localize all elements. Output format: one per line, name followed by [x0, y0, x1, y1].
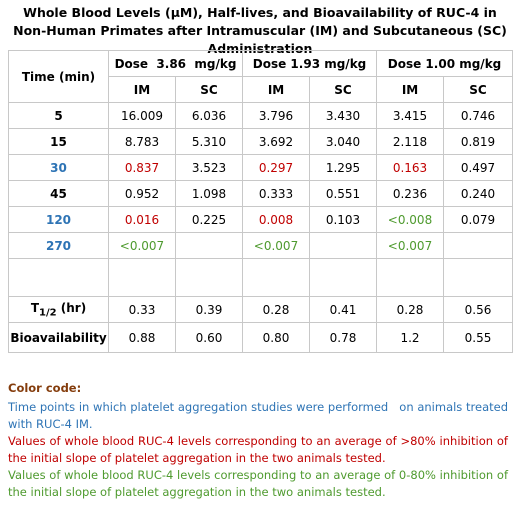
legend: Color code: Time points in which platele… [8, 380, 508, 501]
header-cell: IM [376, 76, 445, 103]
cell: 0.33 [108, 296, 176, 323]
cell: 1.295 [309, 154, 378, 181]
header-cell: SC [174, 76, 244, 103]
cell [174, 258, 244, 297]
cell: 0.016 [108, 206, 176, 233]
row-label: 5 [8, 102, 109, 129]
cell: 3.796 [242, 102, 311, 129]
cell [242, 258, 311, 297]
cell: 0.079 [443, 206, 514, 233]
row-label: 270 [8, 232, 109, 259]
cell: 0.39 [174, 296, 244, 323]
data-row: 5 16.009 6.036 3.796 3.430 3.415 0.746 [8, 102, 514, 129]
header-cell: IM [242, 76, 311, 103]
cell: 0.008 [242, 206, 311, 233]
cell: 3.523 [174, 154, 244, 181]
cell: 0.60 [174, 322, 244, 353]
cell: 1.098 [174, 180, 244, 207]
cell: 0.297 [242, 154, 311, 181]
header-cell: Time (min) [8, 50, 109, 103]
data-row: 120 0.016 0.225 0.008 0.103 <0.008 0.079 [8, 206, 514, 233]
cell: 0.88 [108, 322, 176, 353]
cell: 1.2 [376, 322, 445, 353]
header-cell: Dose 3.86 mg/kg [107, 50, 244, 77]
legend-item: Values of whole blood RUC-4 levels corre… [8, 434, 512, 465]
cell: <0.007 [376, 232, 445, 259]
data-row: T1/2 (hr) 0.33 0.39 0.28 0.41 0.28 0.56 [8, 296, 514, 323]
cell: 0.551 [309, 180, 378, 207]
cell: 0.28 [376, 296, 445, 323]
cell: 0.952 [108, 180, 176, 207]
cell: 5.310 [174, 128, 244, 155]
cell: 0.28 [242, 296, 311, 323]
row-label: Bioavailability [8, 322, 109, 353]
row-label: 30 [8, 154, 109, 181]
legend-heading: Color code: [8, 381, 82, 395]
row-label: 15 [8, 128, 109, 155]
row-label: 120 [8, 206, 109, 233]
header-cell: SC [443, 76, 514, 103]
header-cell: IM [108, 76, 176, 103]
cell: 6.036 [174, 102, 244, 129]
cell: 0.240 [443, 180, 514, 207]
cell: 3.692 [242, 128, 311, 155]
label-main: T [30, 300, 39, 315]
data-row: Bioavailability 0.88 0.60 0.80 0.78 1.2 0.55 [8, 322, 514, 353]
cell: 0.41 [309, 296, 378, 323]
cell [443, 232, 514, 259]
cell: 0.78 [309, 322, 378, 353]
cell: 0.56 [443, 296, 514, 323]
cell [309, 232, 378, 259]
data-row: 270 <0.007 <0.007 <0.007 [8, 232, 514, 259]
label-rest: (hr) [56, 300, 87, 315]
row-label: 45 [8, 180, 109, 207]
row-label: T1/2 (hr) [8, 296, 109, 323]
cell: 0.837 [108, 154, 176, 181]
header-cell: Dose 1.00 mg/kg [376, 50, 514, 77]
cell [443, 258, 514, 297]
legend-item: Values of whole blood RUC-4 levels corre… [8, 468, 512, 499]
cell: 0.225 [174, 206, 244, 233]
cell: 0.103 [309, 206, 378, 233]
cell: <0.007 [108, 232, 176, 259]
cell [376, 258, 445, 297]
data-table: Time (min) Dose 3.86 mg/kg Dose 1.93 mg/kg… [8, 50, 514, 353]
cell: 0.236 [376, 180, 445, 207]
cell: 0.80 [242, 322, 311, 353]
cell: 3.430 [309, 102, 378, 129]
legend-item: Time points in which platelet aggregatio… [8, 400, 512, 431]
header-cell: SC [309, 76, 378, 103]
header-row: Time (min) Dose 3.86 mg/kg Dose 1.93 mg/kg… [8, 50, 514, 103]
data-row: 15 8.783 5.310 3.692 3.040 2.118 0.819 [8, 128, 514, 155]
header-row: IM SC IM SC IM SC [9, 76, 514, 103]
cell: 3.040 [309, 128, 378, 155]
cell: 2.118 [376, 128, 445, 155]
header-cell: Dose 1.93 mg/kg [242, 50, 378, 77]
data-row: 30 0.837 3.523 0.297 1.295 0.163 0.497 [8, 154, 514, 181]
cell: 0.819 [443, 128, 514, 155]
data-row: 45 0.952 1.098 0.333 0.551 0.236 0.240 [8, 180, 514, 207]
cell [174, 232, 244, 259]
row-label [8, 258, 109, 297]
data-row [8, 258, 514, 297]
cell: 0.746 [443, 102, 514, 129]
cell: 0.55 [443, 322, 514, 353]
cell: 0.333 [242, 180, 311, 207]
cell: <0.008 [376, 206, 445, 233]
label-sub: 1/2 [39, 307, 57, 319]
cell: 16.009 [108, 102, 176, 129]
cell: 8.783 [108, 128, 176, 155]
cell [309, 258, 378, 297]
cell: 0.497 [443, 154, 514, 181]
cell: 3.415 [376, 102, 445, 129]
cell: <0.007 [242, 232, 311, 259]
cell [108, 258, 176, 297]
cell: 0.163 [376, 154, 445, 181]
